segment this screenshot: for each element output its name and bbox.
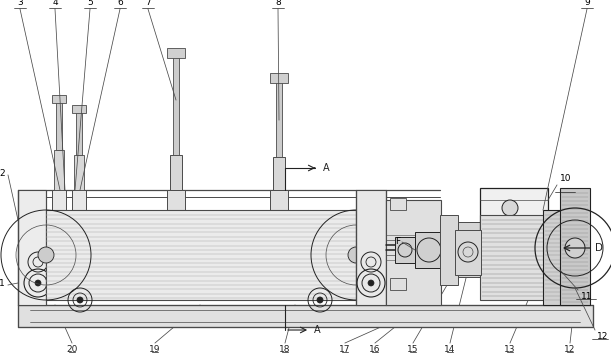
Bar — [270, 190, 288, 235]
Text: 9: 9 — [584, 0, 590, 7]
Bar — [395, 237, 415, 263]
Bar — [167, 190, 185, 235]
Bar — [56, 100, 62, 150]
Bar — [480, 188, 548, 263]
Bar — [74, 155, 84, 190]
Text: 8: 8 — [275, 0, 281, 7]
Bar — [46, 210, 356, 300]
Text: 10: 10 — [560, 174, 571, 183]
Text: 4: 4 — [52, 0, 58, 7]
Bar — [18, 190, 46, 305]
Bar — [270, 73, 288, 83]
Circle shape — [368, 280, 374, 286]
Bar — [76, 110, 82, 155]
Text: 2: 2 — [0, 169, 5, 178]
Text: F: F — [395, 236, 400, 245]
Text: 16: 16 — [369, 345, 381, 354]
Text: 11: 11 — [581, 292, 593, 301]
Bar — [52, 95, 66, 103]
Bar — [386, 200, 441, 305]
Bar — [440, 215, 458, 285]
Bar — [390, 278, 406, 290]
Bar — [480, 215, 545, 300]
Bar — [72, 190, 86, 238]
Bar — [543, 210, 583, 305]
Text: 18: 18 — [279, 345, 291, 354]
Circle shape — [38, 247, 54, 263]
Bar — [560, 188, 590, 305]
Bar — [52, 190, 66, 248]
Text: 12: 12 — [597, 332, 609, 341]
Bar — [173, 55, 179, 155]
Text: 3: 3 — [17, 0, 23, 7]
Bar — [276, 80, 282, 157]
Text: 13: 13 — [504, 345, 516, 354]
Text: A: A — [323, 163, 329, 173]
Text: D: D — [595, 243, 603, 253]
Bar — [72, 105, 86, 113]
Circle shape — [35, 280, 41, 286]
Text: 20: 20 — [67, 345, 78, 354]
Bar — [356, 190, 386, 305]
Text: 5: 5 — [87, 0, 93, 7]
Text: 12: 12 — [565, 345, 576, 354]
Bar — [390, 198, 406, 210]
Circle shape — [77, 297, 83, 303]
Text: 14: 14 — [444, 345, 456, 354]
Bar — [455, 230, 481, 275]
Text: 1: 1 — [0, 278, 5, 287]
Bar — [273, 157, 285, 190]
Bar — [170, 155, 182, 190]
Bar — [54, 150, 64, 190]
Bar — [167, 48, 185, 58]
Text: 6: 6 — [117, 0, 123, 7]
Text: A: A — [314, 325, 321, 335]
Text: 17: 17 — [339, 345, 351, 354]
Text: 15: 15 — [408, 345, 419, 354]
Circle shape — [565, 238, 585, 258]
Circle shape — [348, 247, 364, 263]
Circle shape — [317, 297, 323, 303]
Text: 19: 19 — [149, 345, 161, 354]
Circle shape — [502, 200, 518, 216]
Text: 7: 7 — [145, 0, 151, 7]
Bar — [18, 305, 593, 327]
Bar — [415, 232, 443, 268]
Bar — [458, 222, 480, 277]
